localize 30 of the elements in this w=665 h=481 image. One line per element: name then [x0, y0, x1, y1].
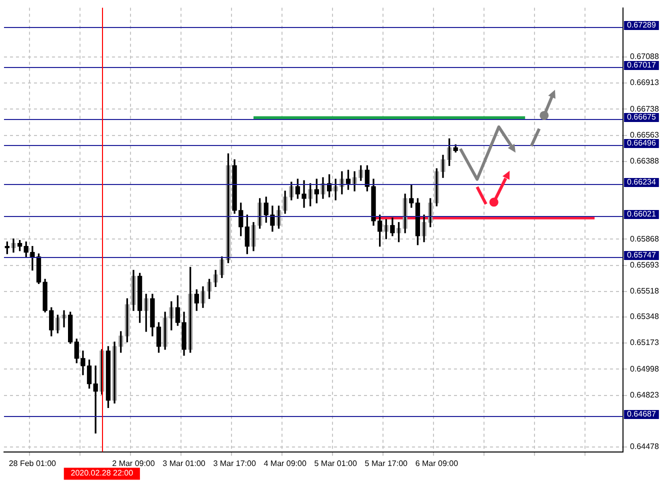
x-tick-label: 3 Mar 01:00	[162, 458, 206, 468]
y-tick-label: 0.64478	[630, 442, 660, 452]
x-tick-label: 3 Mar 17:00	[213, 458, 256, 468]
ref-line-label: 0.65747	[627, 250, 656, 260]
y-tick-label: 0.65693	[630, 260, 660, 270]
y-tick-label: 0.65518	[630, 286, 660, 296]
x-tick-label: 5 Mar 17:00	[364, 458, 408, 468]
ref-line-label: 0.67289	[627, 20, 656, 30]
y-tick-label: 0.67088	[630, 52, 660, 62]
ref-line-label: 0.67017	[627, 60, 656, 70]
x-tick-label: 28 Feb 01:00	[8, 458, 57, 468]
x-tick-label: 5 Mar 01:00	[314, 458, 358, 468]
y-tick-label: 0.66738	[630, 104, 660, 114]
x-tick-label: 6 Mar 09:00	[415, 458, 459, 468]
ref-line-label: 0.66496	[627, 138, 656, 148]
y-tick-label: 0.66913	[630, 78, 660, 88]
y-tick-label: 0.65348	[630, 312, 660, 322]
x-tick-label: 2 Mar 09:00	[112, 458, 156, 468]
y-tick-label: 0.65868	[630, 234, 660, 244]
y-tick-label: 0.66388	[630, 156, 660, 166]
x-tick-label: 2020.02.28 22:00	[70, 468, 134, 478]
ref-line-label: 0.66021	[627, 210, 656, 219]
y-tick-label: 0.64998	[630, 364, 660, 374]
ref-line-label: 0.66675	[627, 112, 656, 122]
x-tick-label: 4 Mar 09:00	[264, 458, 307, 468]
ref-line-label: 0.64687	[627, 410, 656, 419]
y-tick-label: 0.65173	[630, 338, 660, 348]
y-tick-label: 0.66563	[630, 130, 660, 140]
y-tick-label: 0.64823	[630, 390, 660, 400]
ref-line-label: 0.66234	[627, 178, 656, 187]
